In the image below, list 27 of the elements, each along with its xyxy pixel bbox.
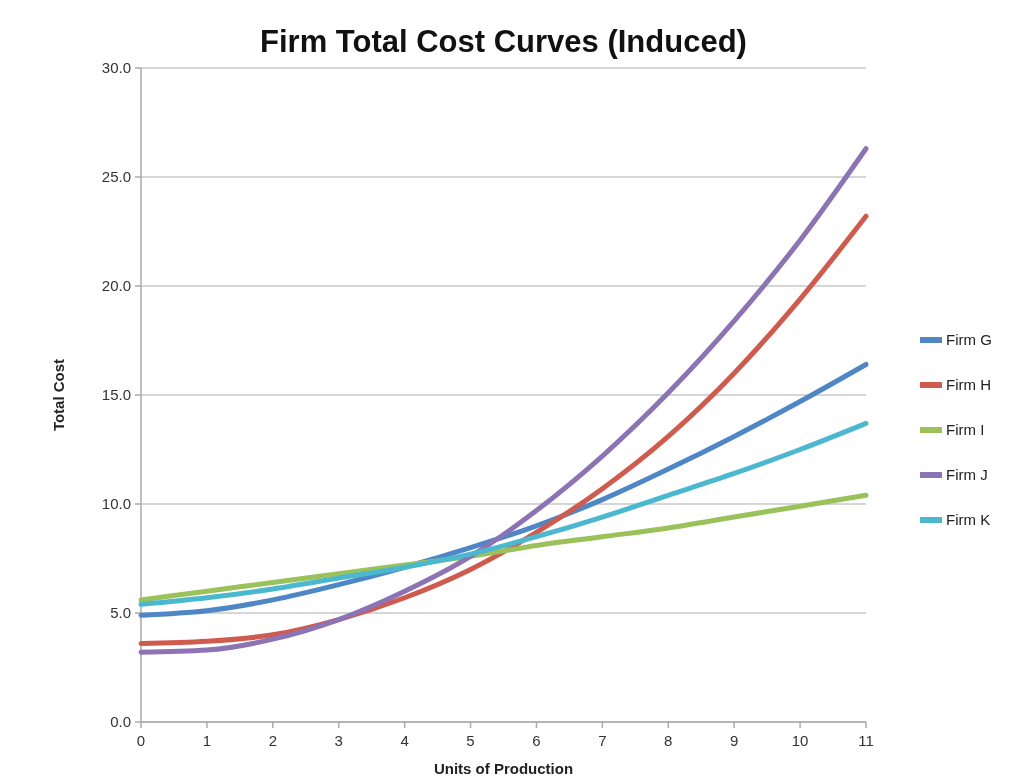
x-tick-label: 3 (334, 732, 343, 749)
x-tick-label: 10 (791, 732, 809, 749)
legend-label: Firm K (946, 511, 991, 529)
x-tick-label: 9 (730, 732, 739, 749)
y-tick-label: 15.0 (101, 386, 131, 404)
y-tick-label: 0.0 (110, 713, 131, 731)
y-tick-label: 30.0 (101, 59, 131, 77)
x-tick-label: 1 (202, 732, 212, 749)
y-tick-label: 20.0 (101, 277, 131, 295)
x-tick-label: 5 (466, 732, 475, 749)
x-tick-label: 4 (400, 732, 409, 749)
x-tick-label: 6 (532, 732, 541, 749)
chart-title: Firm Total Cost Curves (Induced) (260, 24, 747, 59)
y-tick-label: 10.0 (101, 495, 131, 513)
x-tick-label: 0 (136, 732, 146, 749)
legend-label: Firm J (946, 466, 988, 484)
x-tick-label: 11 (858, 732, 874, 749)
legend-label: Firm G (946, 331, 992, 349)
legend-label: Firm H (946, 376, 991, 394)
x-axis-title: Units of Production (433, 760, 574, 777)
x-tick-label: 7 (598, 732, 607, 749)
x-tick-label: 8 (664, 732, 673, 749)
x-tick-label: 2 (268, 732, 277, 749)
y-axis-title: Total Cost (50, 358, 67, 432)
legend-label: Firm I (946, 421, 985, 439)
y-tick-label: 5.0 (110, 604, 131, 622)
y-tick-label: 25.0 (101, 168, 131, 186)
